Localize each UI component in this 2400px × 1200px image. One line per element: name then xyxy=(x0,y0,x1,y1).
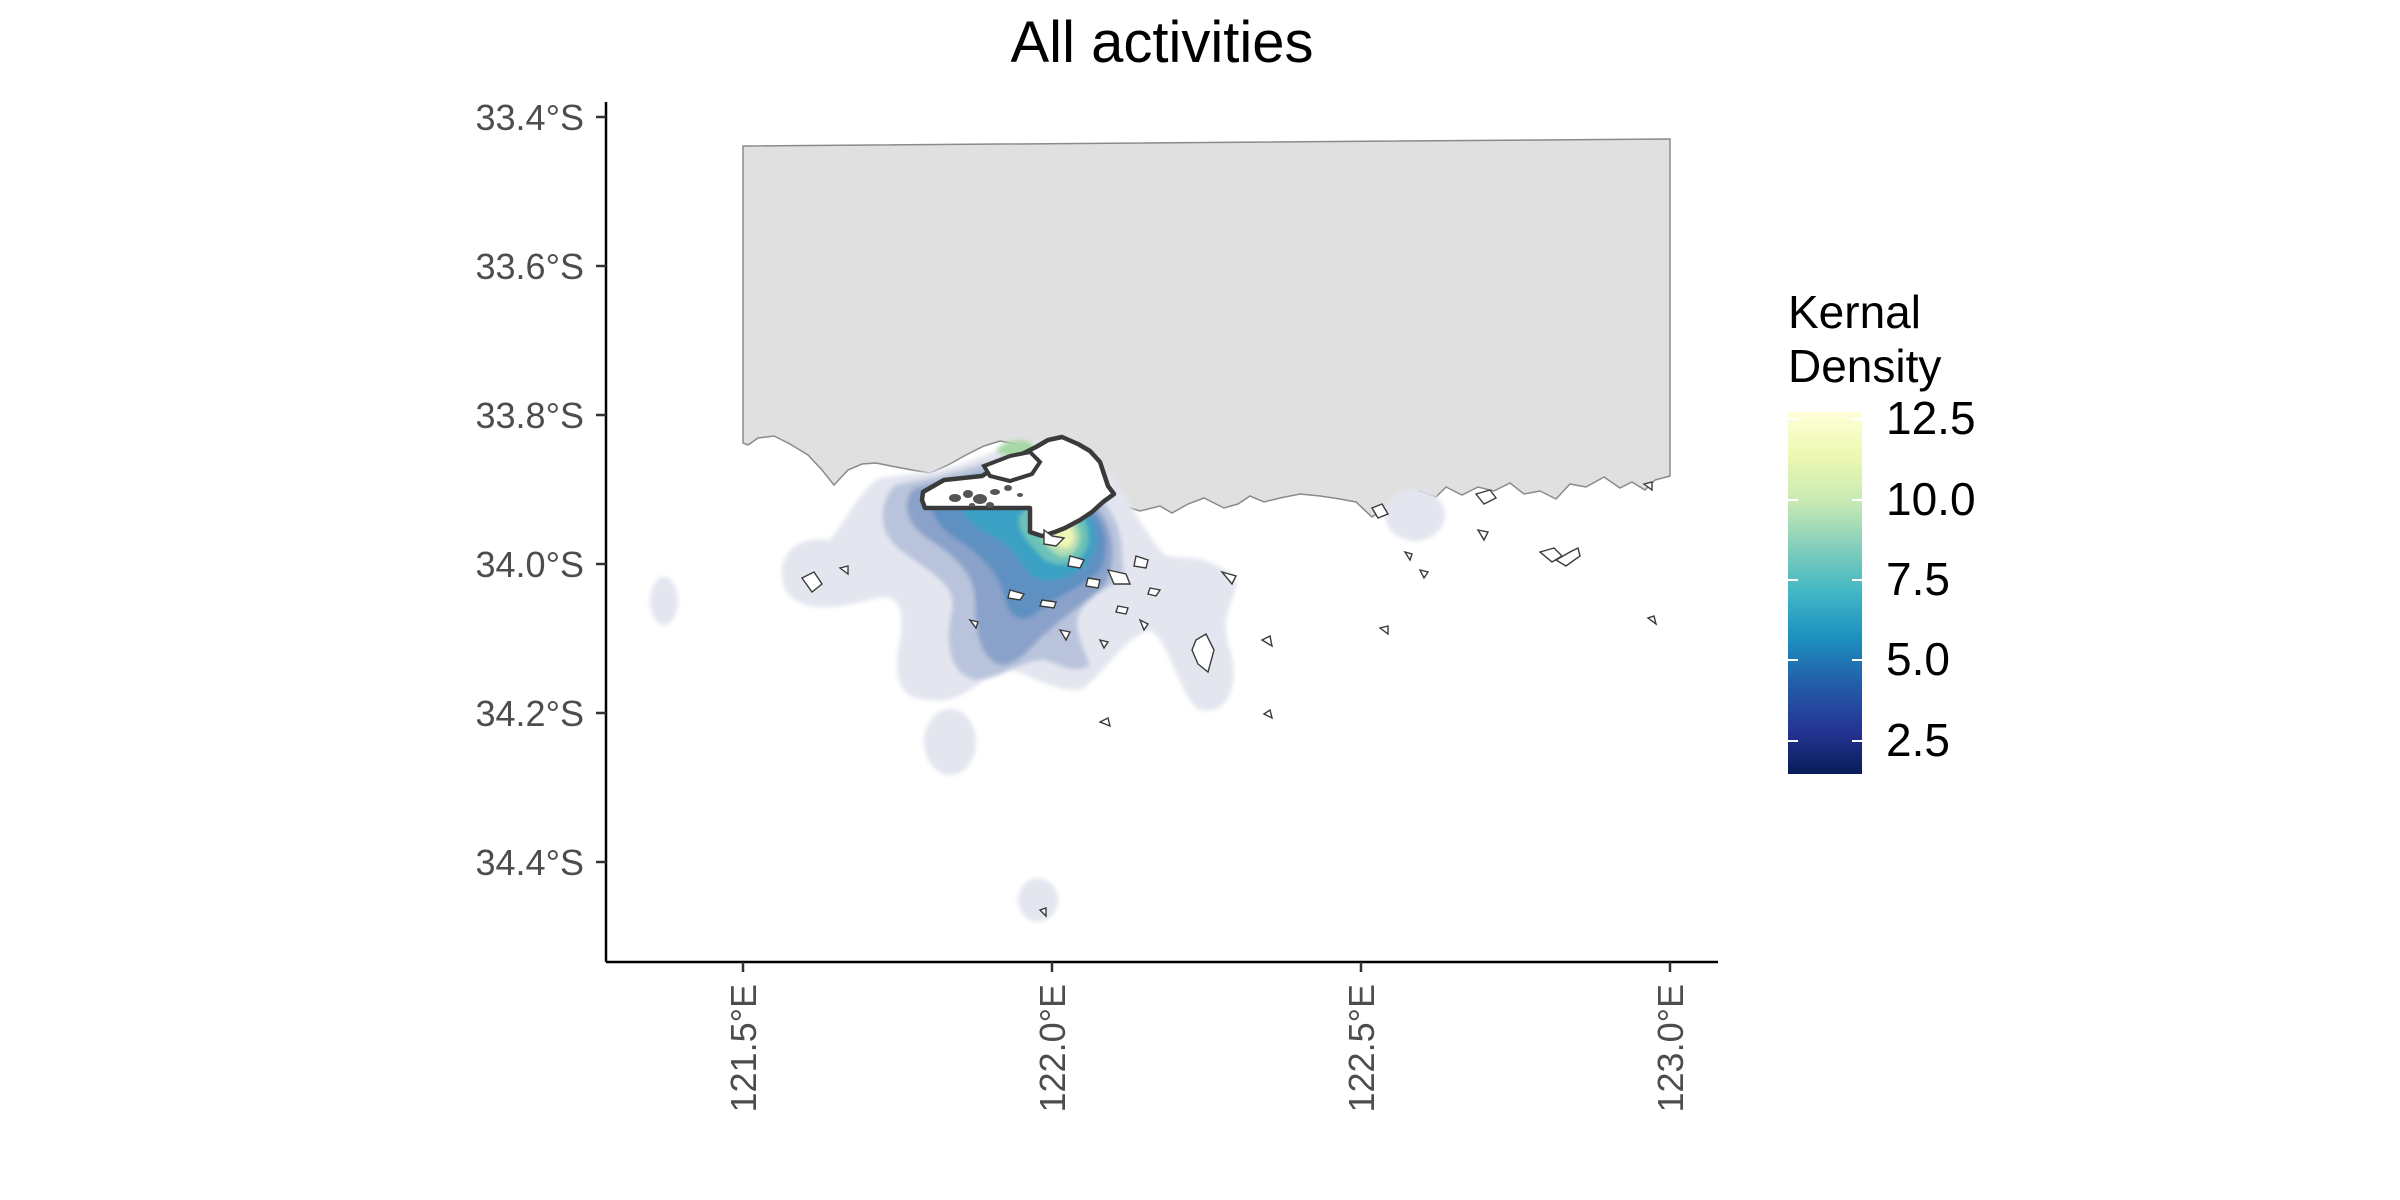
density-contour-islet-far-south xyxy=(1018,878,1058,922)
legend-ticks xyxy=(1788,418,1862,742)
x-axis-ticks xyxy=(741,962,1672,972)
y-tick-label: 33.6°S xyxy=(476,246,584,287)
marine-park-inner-zone xyxy=(981,449,1043,484)
legend-label: 10.0 xyxy=(1886,473,1976,525)
legend: Kernal Density 12.5 10.0 7.5 5.0 2.5 xyxy=(1788,286,1976,774)
y-tick-label: 34.0°S xyxy=(476,544,584,585)
legend-color-bar xyxy=(1788,412,1862,774)
y-axis-ticks xyxy=(596,115,606,864)
legend-title-line2: Density xyxy=(1788,340,1941,392)
y-tick-label: 34.2°S xyxy=(476,693,584,734)
land-mass xyxy=(742,138,1671,518)
legend-title-line1: Kernal xyxy=(1788,286,1921,338)
map-title: All activities xyxy=(1011,10,1314,75)
archipelago-islands xyxy=(800,481,1658,918)
legend-label: 7.5 xyxy=(1886,553,1950,605)
legend-label: 12.5 xyxy=(1886,392,1976,444)
legend-label: 5.0 xyxy=(1886,633,1950,685)
x-tick-label: 123.0°E xyxy=(1650,984,1691,1113)
y-tick-label: 34.4°S xyxy=(476,842,584,883)
park-islands xyxy=(949,485,1023,508)
x-tick-label: 121.5°E xyxy=(723,984,764,1113)
x-tick-label: 122.0°E xyxy=(1032,984,1073,1113)
x-tick-label: 122.5°E xyxy=(1341,984,1382,1113)
density-contour-islet-south xyxy=(924,709,976,775)
density-contour-islet-west xyxy=(650,577,678,625)
legend-label: 2.5 xyxy=(1886,714,1950,766)
density-contour-islet-east xyxy=(1385,489,1445,541)
y-tick-label: 33.4°S xyxy=(476,97,584,138)
y-tick-label: 33.8°S xyxy=(476,395,584,436)
